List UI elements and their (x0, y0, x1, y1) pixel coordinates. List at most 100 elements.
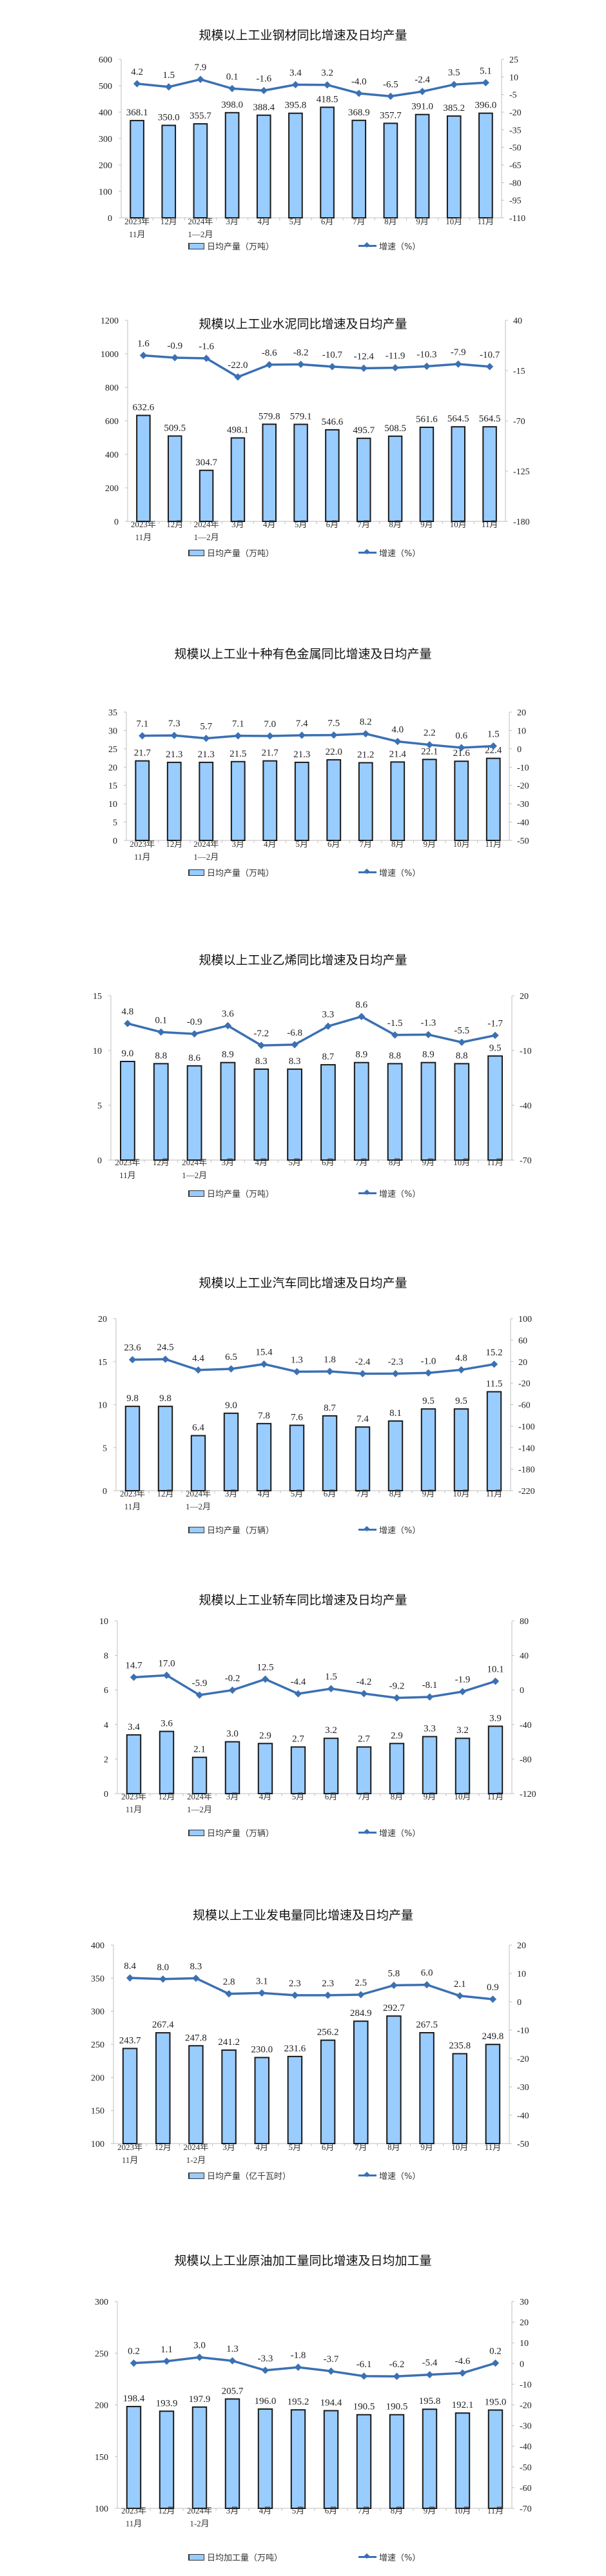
y-tick-left: 15 (93, 992, 102, 1002)
line-marker (192, 1974, 200, 1982)
bar-value-label: 267.4 (152, 2020, 174, 2030)
y-tick-left: 5 (97, 1101, 102, 1111)
bar (353, 2020, 369, 2145)
bar-value-label: 564.5 (479, 414, 501, 424)
y-tick-right: -70 (520, 2504, 532, 2514)
line-marker (228, 84, 236, 93)
line-value-label: 7.0 (264, 719, 276, 730)
bar-value-label: 3.2 (456, 1725, 469, 1736)
x-category-label: 9月 (420, 2142, 433, 2152)
y-tick-right: -70 (513, 417, 525, 427)
x-category-label: 1—2月 (193, 852, 219, 862)
x-category-label: 7月 (355, 1157, 368, 1167)
y-tick-right: -60 (520, 2484, 532, 2494)
bar-value-label: 256.2 (317, 2028, 339, 2038)
bar-value-label: 231.6 (284, 2044, 306, 2054)
y-tick-right: -65 (509, 161, 522, 171)
x-category-label: 2024年 (188, 217, 213, 226)
line-swatch-icon (358, 2174, 376, 2176)
x-category-label: 2023年 (131, 519, 156, 529)
y-tick-left: 2 (104, 1755, 108, 1765)
chart-legend: 日均产量（万吨） 增速（%） (0, 1187, 606, 1200)
x-category-label: 12月 (158, 2506, 175, 2515)
bar (290, 1746, 306, 1794)
line-value-label: 10.1 (487, 1665, 503, 1675)
bar-value-label: 195.0 (485, 2397, 507, 2408)
bar-value-label: 398.0 (221, 100, 243, 110)
bar-value-label: 368.9 (348, 108, 370, 118)
bar-value-label: 579.1 (290, 411, 312, 421)
y-tick-left: 0 (113, 837, 117, 846)
x-category-label: 12月 (157, 1489, 173, 1498)
line-value-label: 5.1 (480, 66, 492, 76)
x-category-label: 4月 (263, 519, 276, 529)
line-value-label: -8.6 (262, 348, 277, 358)
bar (383, 122, 398, 218)
line-value-label: 7.9 (195, 63, 207, 73)
line-value-label: 7.3 (168, 719, 181, 729)
y-tick-left: 800 (105, 383, 119, 393)
bar (124, 1406, 141, 1491)
bar-value-label: 21.3 (293, 750, 310, 760)
bar (253, 1068, 269, 1161)
x-category-label: 7月 (359, 839, 372, 849)
bar (120, 1061, 135, 1161)
bar-value-label: 357.7 (380, 110, 402, 121)
growth-line (127, 1015, 496, 1047)
line-marker (170, 731, 178, 739)
bar (420, 1061, 436, 1161)
bar (454, 1063, 470, 1161)
line-value-label: 1.6 (137, 338, 150, 349)
line-swatch-icon (358, 1832, 376, 1834)
line-marker (425, 741, 433, 749)
y-tick-left: 10 (93, 1047, 102, 1056)
line-marker (190, 1030, 199, 1038)
line-value-label: 3.6 (222, 1009, 234, 1019)
x-category-label: 11月 (485, 2142, 502, 2152)
bar-value-label: 561.6 (416, 414, 438, 425)
line-marker (358, 1370, 367, 1378)
x-category-label: 11月 (126, 2519, 142, 2528)
y-tick-right: 30 (520, 2298, 529, 2307)
x-category-label: 3月 (222, 1157, 235, 1167)
x-category-label: 6月 (321, 217, 334, 226)
y-tick-left: 600 (105, 417, 119, 427)
bar-value-label: 235.8 (449, 2041, 471, 2051)
growth-line (132, 1358, 494, 1375)
y-tick-right: -40 (517, 2111, 529, 2121)
bar-swatch-icon (188, 2172, 204, 2179)
bar-value-label: 22.4 (485, 746, 502, 756)
line-value-label: 1.5 (487, 730, 500, 740)
x-category-label: 10月 (450, 519, 467, 529)
line-marker (485, 363, 494, 371)
line-marker (124, 1020, 132, 1027)
bar (136, 414, 151, 522)
y-tick-left: 300 (91, 2008, 104, 2017)
x-category-label: 2023年 (121, 2506, 146, 2515)
bar-value-label: 8.9 (222, 1050, 234, 1060)
line-marker (357, 1991, 365, 1999)
x-category-label: 10月 (454, 2506, 471, 2515)
line-marker (294, 1690, 302, 1698)
x-category-label: 9月 (422, 1489, 435, 1498)
line-marker (225, 1990, 233, 1998)
bar (419, 426, 435, 523)
line-value-label: 3.3 (322, 1009, 335, 1020)
bar (188, 2045, 204, 2144)
bar (199, 469, 214, 523)
bar (415, 113, 430, 218)
line-value-label: 1.3 (291, 1355, 303, 1365)
y-tick-right: -20 (509, 108, 522, 118)
x-category-label: 4月 (255, 1157, 268, 1167)
line-marker (224, 1022, 232, 1030)
x-category-label: 1-2月 (186, 2155, 206, 2165)
bar-swatch-icon (188, 869, 204, 876)
bar-value-label: 6.4 (192, 1423, 204, 1433)
bar-value-label: 192.1 (452, 2400, 474, 2410)
y-tick-right: -40 (520, 2443, 532, 2452)
bar (454, 760, 469, 842)
bar-value-label: 8.7 (322, 1052, 335, 1062)
